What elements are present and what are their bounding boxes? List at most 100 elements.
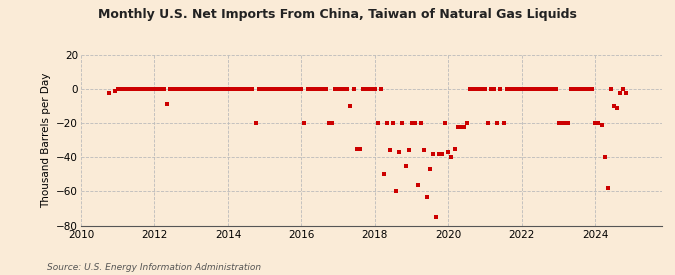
Point xyxy=(177,87,188,91)
Point xyxy=(532,87,543,91)
Point xyxy=(501,87,512,91)
Point xyxy=(225,87,236,91)
Point xyxy=(608,104,619,108)
Point xyxy=(587,87,598,91)
Point xyxy=(158,87,169,91)
Point xyxy=(360,87,371,91)
Point xyxy=(247,87,258,91)
Point xyxy=(406,121,417,125)
Point xyxy=(290,87,300,91)
Point xyxy=(572,87,583,91)
Point xyxy=(115,87,126,91)
Point xyxy=(397,121,408,125)
Point xyxy=(293,87,304,91)
Point xyxy=(152,87,163,91)
Point xyxy=(211,87,221,91)
Point xyxy=(253,87,264,91)
Point xyxy=(369,87,380,91)
Point xyxy=(122,87,132,91)
Point xyxy=(128,87,138,91)
Point xyxy=(468,87,479,91)
Point xyxy=(498,121,509,125)
Point xyxy=(593,121,604,125)
Point xyxy=(217,87,227,91)
Point xyxy=(495,87,506,91)
Point xyxy=(510,87,521,91)
Point xyxy=(538,87,549,91)
Point xyxy=(269,87,279,91)
Point xyxy=(520,87,531,91)
Point xyxy=(143,87,154,91)
Point xyxy=(311,87,322,91)
Point xyxy=(201,87,212,91)
Point xyxy=(180,87,190,91)
Point xyxy=(223,87,234,91)
Point xyxy=(547,87,558,91)
Point xyxy=(323,121,334,125)
Point xyxy=(327,121,338,125)
Point xyxy=(296,87,307,91)
Point xyxy=(317,87,328,91)
Point xyxy=(103,90,114,95)
Point xyxy=(566,87,576,91)
Point xyxy=(376,87,387,91)
Point xyxy=(321,87,331,91)
Point xyxy=(449,147,460,151)
Point xyxy=(379,172,389,177)
Point xyxy=(109,89,120,93)
Point xyxy=(265,87,276,91)
Point xyxy=(345,104,356,108)
Point xyxy=(562,121,573,125)
Point xyxy=(357,87,368,91)
Point xyxy=(134,87,144,91)
Point xyxy=(171,87,182,91)
Point xyxy=(271,87,282,91)
Point xyxy=(235,87,246,91)
Point xyxy=(287,87,298,91)
Point xyxy=(281,87,292,91)
Point xyxy=(452,124,463,129)
Point xyxy=(207,87,218,91)
Point xyxy=(412,182,423,187)
Point xyxy=(535,87,545,91)
Point xyxy=(409,121,420,125)
Point xyxy=(504,87,515,91)
Point xyxy=(256,87,267,91)
Point xyxy=(400,164,411,168)
Point xyxy=(263,87,273,91)
Point xyxy=(299,121,310,125)
Point xyxy=(229,87,240,91)
Point xyxy=(149,87,160,91)
Point xyxy=(618,87,628,91)
Point xyxy=(305,87,316,91)
Point xyxy=(167,87,178,91)
Point xyxy=(464,87,475,91)
Point xyxy=(244,87,254,91)
Point xyxy=(302,87,313,91)
Y-axis label: Thousand Barrels per Day: Thousand Barrels per Day xyxy=(40,73,51,208)
Point xyxy=(137,87,148,91)
Point xyxy=(483,121,493,125)
Point xyxy=(155,87,166,91)
Point xyxy=(477,87,487,91)
Point xyxy=(315,87,325,91)
Point xyxy=(470,87,481,91)
Point xyxy=(219,87,230,91)
Point xyxy=(189,87,200,91)
Point xyxy=(486,87,497,91)
Point xyxy=(161,102,172,107)
Point xyxy=(434,152,445,156)
Point xyxy=(620,90,631,95)
Point xyxy=(614,90,625,95)
Point xyxy=(112,87,123,91)
Point xyxy=(195,87,206,91)
Point xyxy=(205,87,215,91)
Point xyxy=(508,87,518,91)
Point xyxy=(284,87,294,91)
Point xyxy=(605,87,616,91)
Point xyxy=(522,87,533,91)
Point xyxy=(363,87,374,91)
Point xyxy=(342,87,353,91)
Point xyxy=(277,87,288,91)
Point xyxy=(580,87,591,91)
